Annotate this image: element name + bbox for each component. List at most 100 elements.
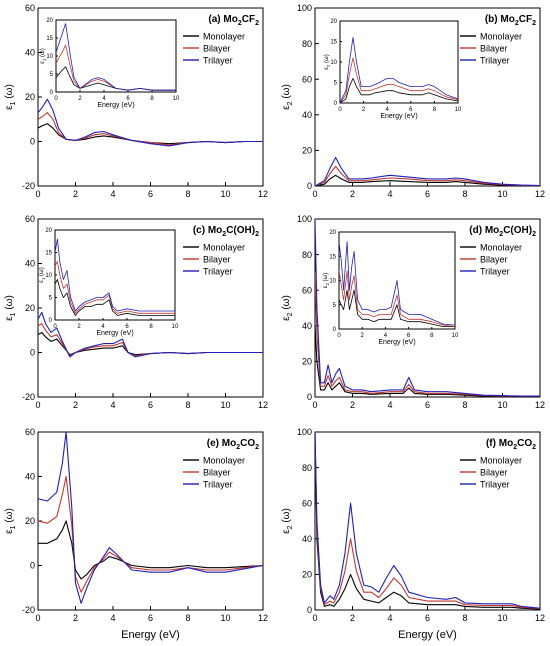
panel-b-ytick-label: 40 bbox=[302, 110, 312, 120]
legend-label-monolayer: Monolayer bbox=[203, 32, 245, 42]
panel-e-series-group bbox=[38, 432, 263, 604]
panel-b-inset: 0 2 4 6 8 10 0 5 10 15 20 Energy (eV) ε2 (ω) bbox=[324, 19, 462, 120]
panel-d-ytick-label: 40 bbox=[302, 321, 312, 331]
panel-a-inset-xtick-label: 2 bbox=[78, 96, 82, 102]
panel-d-inset-series-group bbox=[339, 241, 455, 328]
panel-d-xtick-label: 10 bbox=[497, 400, 507, 410]
panel-d-series-group bbox=[315, 219, 540, 397]
panel-b-xtick-label: 2 bbox=[350, 189, 355, 199]
panel-a-ytick-label: 60 bbox=[25, 3, 35, 13]
panel-c-xtick-label: 2 bbox=[73, 400, 78, 410]
panel-a-ylabel: ε1 (ω) bbox=[4, 84, 17, 110]
panel-b-series-trilayer bbox=[315, 156, 540, 186]
panel-b-xtick-label: 4 bbox=[387, 189, 392, 199]
panel-b-xtick-label: 0 bbox=[312, 189, 317, 199]
legend-label-bilayer: Bilayer bbox=[480, 44, 508, 54]
panel-a-inset-ytick-label: 15 bbox=[46, 36, 53, 42]
legend-label-trilayer: Trilayer bbox=[480, 480, 510, 490]
panel-b-inset-series-trilayer bbox=[340, 37, 458, 103]
legend-label-trilayer: Trilayer bbox=[203, 480, 233, 490]
panel-b-inset-ytick-label: 0 bbox=[334, 101, 338, 107]
legend-label-monolayer: Monolayer bbox=[480, 32, 522, 42]
panel-b-inset-xtick-label: 4 bbox=[386, 107, 390, 113]
panel-c-inset-xtick-label: 10 bbox=[172, 324, 179, 330]
panel-b-inset-series-group bbox=[340, 37, 458, 103]
panel-e-xtick-label: 2 bbox=[73, 613, 78, 623]
legend-label-trilayer: Trilayer bbox=[480, 56, 510, 66]
panel-a-inset-ytick-label: 20 bbox=[46, 18, 53, 24]
legend-label-trilayer: Trilayer bbox=[203, 56, 233, 66]
panel-a-xtick-label: 12 bbox=[258, 189, 268, 199]
panel-f-series-monolayer bbox=[315, 432, 540, 610]
panel-e-series-monolayer bbox=[38, 520, 263, 580]
panel-c-inset-xtick-label: 6 bbox=[125, 324, 129, 330]
panel-a-title: (a) Mo2CF2 bbox=[208, 14, 259, 27]
panel-e-ytick-label: -20 bbox=[22, 605, 35, 615]
panel-b-inset-series-bilayer bbox=[340, 57, 458, 103]
panel-f-ytick-label: 0 bbox=[307, 605, 312, 615]
panel-c-xtick-label: 0 bbox=[35, 400, 40, 410]
panel-c-inset-series-group bbox=[55, 238, 175, 316]
panel-d-inset-xtick-label: 10 bbox=[452, 333, 459, 339]
panel-d-xtick-label: 8 bbox=[462, 400, 467, 410]
panel-e-ytick-label: 60 bbox=[25, 427, 35, 437]
panel-a-ytick-label: -20 bbox=[22, 181, 35, 191]
panel-b-series-group bbox=[315, 156, 540, 186]
panel-e-xtick-label: 12 bbox=[258, 613, 268, 623]
panel-a-xtick-label: 2 bbox=[73, 189, 78, 199]
legend-label-monolayer: Monolayer bbox=[203, 456, 245, 466]
legend-label-bilayer: Bilayer bbox=[203, 255, 231, 265]
panel-c-inset-ytick-label: 5 bbox=[49, 296, 53, 302]
panel-b-ytick-label: 60 bbox=[302, 74, 312, 84]
panel-d-inset-ytick-label: 0 bbox=[333, 327, 337, 333]
legend-label-monolayer: Monolayer bbox=[480, 243, 522, 253]
panel-d-ytick-label: 0 bbox=[307, 392, 312, 402]
panel-d-ytick-label: 20 bbox=[302, 357, 312, 367]
panel-f: 0 2 4 6 8 10 12 0 20 40 60 80 100 ε2 (ω) Energy (eV) (f… bbox=[281, 427, 545, 641]
panel-b-xtick-label: 10 bbox=[497, 189, 507, 199]
panel-a-ytick-label: 0 bbox=[30, 137, 35, 147]
panel-b-ytick-label: 20 bbox=[302, 146, 312, 156]
panel-e-xtick-label: 6 bbox=[148, 613, 153, 623]
panel-e-title: (e) Mo2CO2 bbox=[207, 438, 259, 451]
panel-f-xtick-label: 4 bbox=[387, 613, 392, 623]
panel-b-series-bilayer bbox=[315, 165, 540, 186]
legend-label-bilayer: Bilayer bbox=[203, 44, 231, 54]
panel-b-inset-xtick-label: 10 bbox=[455, 107, 462, 113]
panel-c-inset-series-trilayer bbox=[55, 238, 175, 312]
panel-c-series-group bbox=[38, 311, 263, 358]
panel-e-ylabel: ε1 (ω) bbox=[4, 508, 17, 534]
panel-f-ytick-label: 20 bbox=[302, 570, 312, 580]
panel-c-ytick-label: 60 bbox=[25, 214, 35, 224]
panel-d-inset-series-bilayer bbox=[339, 270, 455, 327]
panel-c-xtick-label: 10 bbox=[220, 400, 230, 410]
legend-label-trilayer: Trilayer bbox=[480, 267, 510, 277]
panel-e-series-trilayer bbox=[38, 432, 263, 604]
panel-c-xtick-label: 4 bbox=[110, 400, 115, 410]
panel-d-inset-xtick-label: 4 bbox=[384, 333, 388, 339]
panel-d-xtick-label: 4 bbox=[387, 400, 392, 410]
legend-label-monolayer: Monolayer bbox=[203, 243, 245, 253]
panel-f-ytick-label: 60 bbox=[302, 498, 312, 508]
panel-b-inset-xtick-label: 8 bbox=[433, 107, 437, 113]
panel-d-inset-xtick-label: 8 bbox=[430, 333, 434, 339]
panel-e-series-bilayer bbox=[38, 475, 263, 593]
legend-label-bilayer: Bilayer bbox=[480, 255, 508, 265]
panel-c-ytick-label: 20 bbox=[25, 303, 35, 313]
panel-f-xtick-label: 8 bbox=[462, 613, 467, 623]
panel-f-series-trilayer bbox=[315, 432, 540, 609]
panel-d-inset: 0 2 4 6 8 10 0 5 10 15 20 Energy (eV) ε2 (ω) bbox=[323, 230, 459, 346]
panel-f-xtick-label: 0 bbox=[312, 613, 317, 623]
panel-d-inset-xtick-label: 6 bbox=[407, 333, 411, 339]
panel-c-inset-xtick-label: 2 bbox=[77, 324, 81, 330]
panel-a-inset-xlabel: Energy (eV) bbox=[97, 102, 134, 109]
legend-label-bilayer: Bilayer bbox=[480, 468, 508, 478]
panel-a-inset-ytick-label: 10 bbox=[46, 54, 53, 60]
panel-f-xtick-label: 2 bbox=[350, 613, 355, 623]
panel-b-series-monolayer bbox=[315, 174, 540, 186]
panel-d-inset-ytick-label: 15 bbox=[329, 254, 336, 260]
legend-label-trilayer: Trilayer bbox=[203, 267, 233, 277]
